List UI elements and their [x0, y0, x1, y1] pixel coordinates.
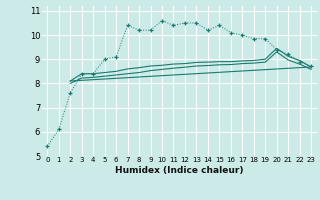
X-axis label: Humidex (Indice chaleur): Humidex (Indice chaleur): [115, 166, 244, 175]
